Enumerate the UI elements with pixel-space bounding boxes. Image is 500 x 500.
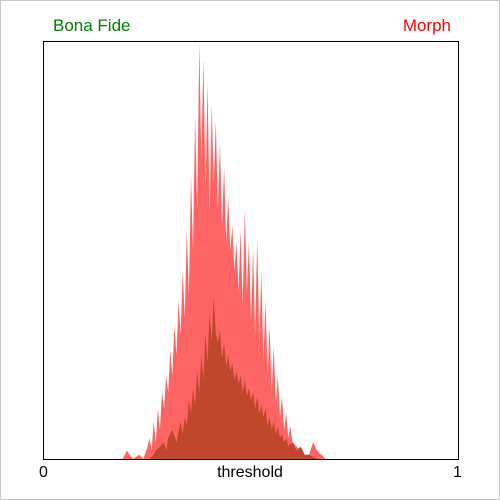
x-axis-label: threshold: [217, 464, 283, 481]
x-tick-label-1: 1: [453, 464, 462, 481]
series-area-bona-fide: [124, 296, 330, 459]
series-layer: [122, 42, 330, 459]
legend-morph: Morph: [402, 16, 451, 35]
series-area-morph: [122, 42, 330, 459]
x-tick-label-0: 0: [39, 464, 48, 481]
legend-bona-fide: Bona Fide: [53, 16, 131, 35]
